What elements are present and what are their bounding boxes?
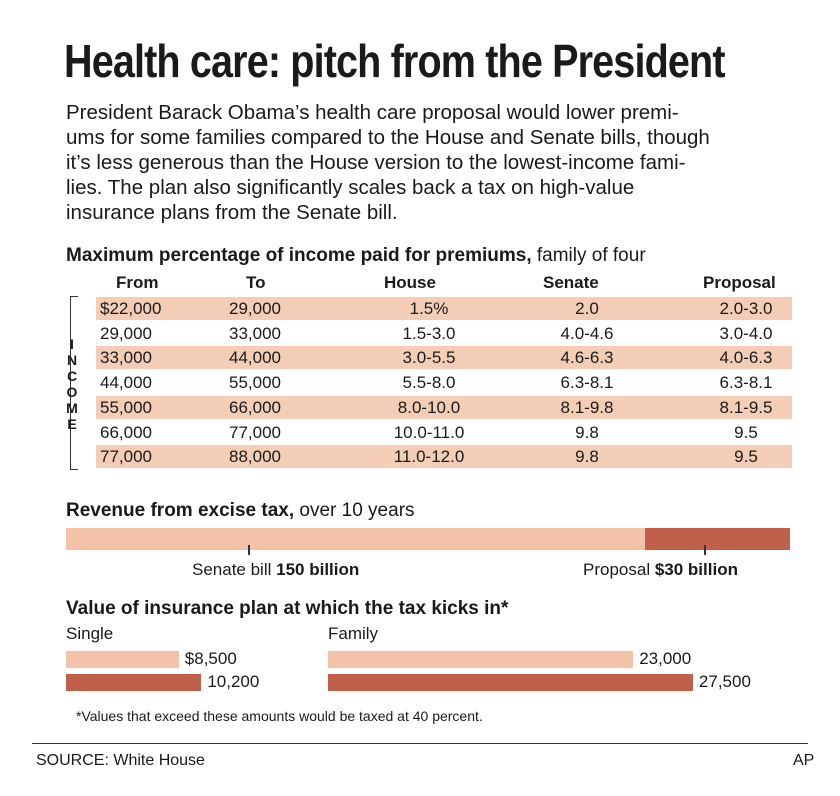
excise-proposal-tick bbox=[704, 545, 706, 555]
page-title: Health care: pitch from the President bbox=[64, 35, 726, 87]
excise-proposal-bar bbox=[645, 528, 790, 550]
table-row: 77,000 88,000 11.0-12.0 9.8 9.5 bbox=[96, 445, 792, 469]
agency-credit: AP bbox=[793, 752, 815, 769]
table-cell-senate: 9.8 bbox=[575, 422, 599, 442]
table-row: 44,000 55,000 5.5-8.0 6.3-8.1 6.3-8.1 bbox=[96, 371, 792, 394]
income-label-letter: I bbox=[70, 336, 74, 352]
excise-proposal-label: Proposal $30 billion bbox=[583, 560, 738, 580]
table-row: 66,000 77,000 10.0-11.0 9.8 9.5 bbox=[96, 421, 792, 444]
intro-line: insurance plans from the Senate bill. bbox=[66, 201, 398, 224]
income-label-letter: O bbox=[66, 384, 78, 400]
table-cell-senate: 4.0-4.6 bbox=[560, 323, 614, 343]
column-header-senate: Senate bbox=[543, 273, 599, 292]
single-proposal-bar bbox=[66, 674, 202, 691]
single-senate-bar bbox=[66, 651, 179, 668]
source-credit: SOURCE: White House bbox=[36, 752, 205, 769]
family-senate-bar bbox=[328, 651, 634, 668]
table-cell-senate: 2.0 bbox=[575, 299, 599, 318]
table-row: 55,000 66,000 8.0-10.0 8.1-9.8 8.1-9.5 bbox=[96, 395, 792, 419]
excise-heading-bold: Revenue from excise tax, bbox=[66, 500, 295, 521]
income-label-letter: N bbox=[66, 352, 78, 368]
premiums-heading-rest: family of four bbox=[531, 245, 646, 266]
single-proposal-value: 10,200 bbox=[207, 672, 260, 691]
table-cell-proposal: 3.0-4.0 bbox=[719, 323, 773, 343]
table-cell-to: 44,000 bbox=[229, 348, 281, 368]
table-cell-house: 8.0-10.0 bbox=[397, 397, 461, 417]
intro-line: lies. The plan also significantly scales… bbox=[66, 176, 635, 199]
excise-senate-bar bbox=[66, 528, 646, 550]
table-cell-from: $22,000 bbox=[100, 299, 162, 318]
column-header-to: To bbox=[246, 273, 266, 292]
intro-line: President Barack Obama’s health care pro… bbox=[66, 101, 679, 124]
table-cell-proposal: 9.5 bbox=[734, 422, 758, 442]
table-cell-house: 10.0-11.0 bbox=[393, 422, 465, 442]
table-cell-proposal: 4.0-6.3 bbox=[719, 348, 773, 368]
excise-proposal-prefix: Proposal bbox=[583, 560, 655, 579]
family-proposal-bar bbox=[328, 674, 693, 691]
table-cell-to: 88,000 bbox=[229, 447, 281, 467]
table-cell-from: 29,000 bbox=[100, 323, 152, 343]
bottom-rule bbox=[32, 743, 808, 744]
single-senate-value: $8,500 bbox=[184, 649, 237, 668]
excise-senate-tick bbox=[248, 545, 250, 555]
intro-paragraph: President Barack Obama’s health care pro… bbox=[66, 100, 806, 225]
excise-proposal-value: $30 billion bbox=[654, 560, 738, 579]
table-cell-proposal: 9.5 bbox=[734, 447, 758, 467]
table-cell-to: 55,000 bbox=[229, 373, 281, 393]
table-cell-senate: 4.6-6.3 bbox=[560, 348, 614, 368]
table-cell-from: 44,000 bbox=[100, 373, 152, 393]
table-row: 33,000 44,000 3.0-5.5 4.6-6.3 4.0-6.3 bbox=[96, 346, 792, 370]
table-cell-to: 33,000 bbox=[229, 323, 281, 343]
table-row: 29,000 33,000 1.5-3.0 4.0-4.6 3.0-4.0 bbox=[96, 322, 792, 345]
table-cell-senate: 8.1-9.8 bbox=[560, 397, 614, 417]
family-senate-value: 23,000 bbox=[639, 649, 692, 668]
premiums-heading-bold: Maximum percentage of income paid for pr… bbox=[66, 245, 532, 266]
table-cell-to: 29,000 bbox=[229, 299, 281, 318]
table-cell-house: 1.5-3.0 bbox=[402, 323, 456, 343]
footnote: *Values that exceed these amounts would … bbox=[76, 708, 483, 724]
excise-senate-value: 150 billion bbox=[276, 560, 360, 579]
intro-line: it’s less generous than the House versio… bbox=[66, 151, 686, 174]
premiums-heading: Maximum percentage of income paid for pr… bbox=[66, 245, 646, 267]
excise-senate-label: Senate bill 150 billion bbox=[192, 560, 359, 580]
excise-senate-prefix: Senate bill bbox=[192, 560, 277, 579]
income-label-letter: C bbox=[66, 368, 78, 384]
column-header-from: From bbox=[116, 273, 159, 292]
table-cell-proposal: 6.3-8.1 bbox=[719, 373, 773, 393]
table-cell-senate: 9.8 bbox=[575, 447, 599, 467]
threshold-heading: Value of insurance plan at which the tax… bbox=[66, 598, 509, 619]
table-row: $22,000 29,000 1.5% 2.0 2.0-3.0 bbox=[96, 297, 792, 320]
table-cell-senate: 6.3-8.1 bbox=[560, 373, 614, 393]
table-cell-to: 66,000 bbox=[229, 397, 281, 417]
income-label-letter: E bbox=[67, 416, 77, 432]
table-cell-from: 77,000 bbox=[100, 447, 152, 467]
table-cell-house: 1.5% bbox=[409, 299, 449, 318]
intro-line: ums for some families compared to the Ho… bbox=[66, 126, 710, 149]
table-cell-proposal: 8.1-9.5 bbox=[719, 397, 773, 417]
column-header-proposal: Proposal bbox=[703, 273, 776, 292]
table-cell-proposal: 2.0-3.0 bbox=[719, 299, 773, 318]
excise-heading: Revenue from excise tax, over 10 years bbox=[66, 500, 415, 522]
column-header-house: House bbox=[384, 273, 436, 292]
income-label-letter: M bbox=[66, 400, 78, 416]
table-cell-from: 66,000 bbox=[100, 422, 152, 442]
table-cell-from: 55,000 bbox=[100, 397, 152, 417]
income-bracket bbox=[70, 296, 78, 470]
table-cell-house: 5.5-8.0 bbox=[402, 373, 456, 393]
table-cell-house: 3.0-5.5 bbox=[402, 348, 456, 368]
table-cell-from: 33,000 bbox=[100, 348, 152, 368]
single-label: Single bbox=[66, 624, 114, 643]
family-proposal-value: 27,500 bbox=[698, 672, 751, 691]
excise-heading-rest: over 10 years bbox=[294, 500, 415, 521]
table-cell-house: 11.0-12.0 bbox=[393, 447, 465, 467]
table-cell-to: 77,000 bbox=[229, 422, 281, 442]
family-label: Family bbox=[328, 624, 379, 643]
